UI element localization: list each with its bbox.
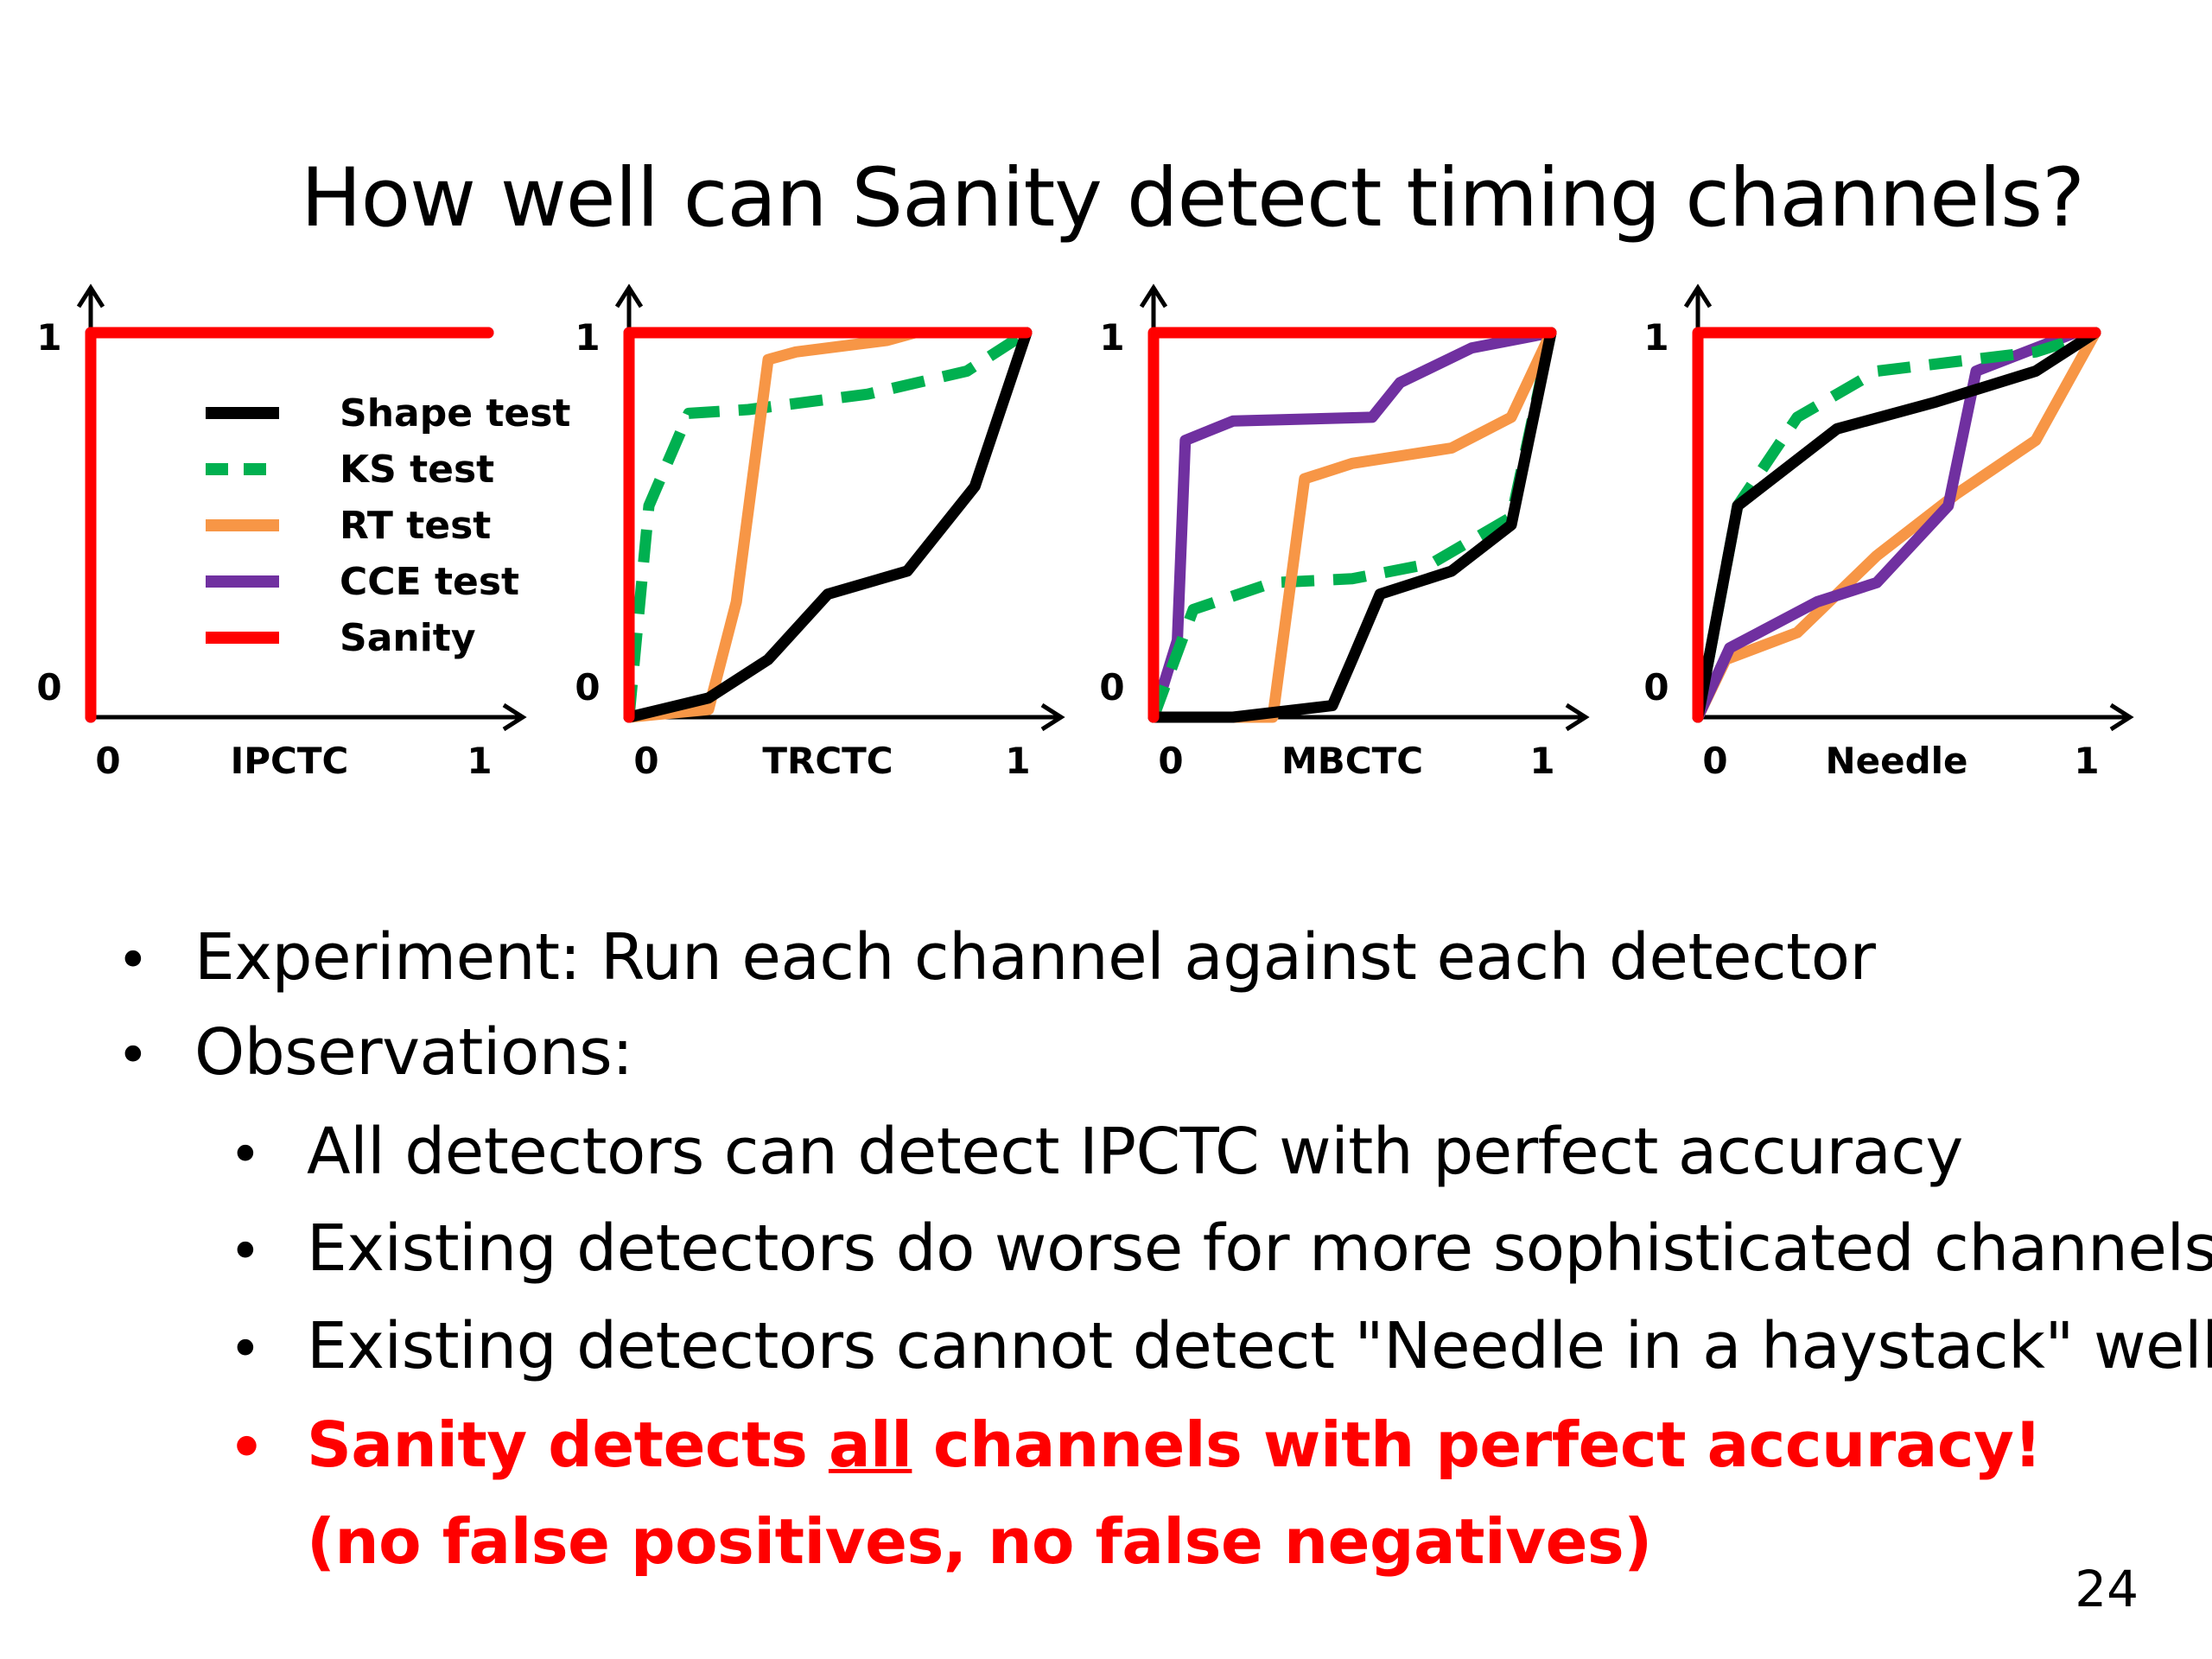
bullet-item: • Experiment: Run each channel against e… — [117, 920, 1876, 995]
y-axis-arrow — [1683, 283, 1713, 308]
series-line-cce-test — [1692, 327, 2082, 723]
series-line-sanity — [85, 327, 494, 723]
series-line-rt-test — [623, 327, 1033, 723]
series-line-cce-test — [623, 327, 1033, 723]
x-axis-label: TRCTC — [762, 740, 893, 782]
bullet-dot: • — [117, 1024, 149, 1088]
bullet-dot: • — [229, 1123, 262, 1187]
y-tick-label: 1 — [36, 316, 61, 359]
x-tick-label: 1 — [2074, 740, 2099, 782]
bullet-text: Experiment: Run each channel against eac… — [194, 920, 1876, 995]
x-tick-label: 1 — [467, 740, 492, 782]
x-axis-arrow — [502, 702, 527, 732]
sub-bullet-item: • Existing detectors do worse for more s… — [229, 1211, 2212, 1286]
y-tick-label: 1 — [1643, 316, 1669, 359]
series-line-sanity — [1147, 327, 1557, 723]
y-tick-label: 0 — [36, 666, 61, 709]
underlined-word: all — [828, 1408, 912, 1481]
bullet-text: Observations: — [194, 1015, 633, 1090]
x-tick-label: 0 — [633, 740, 658, 782]
series-line-sanity — [623, 327, 1033, 723]
x-axis-label: IPCTC — [231, 740, 349, 782]
sub-bullet-item: • Existing detectors cannot detect "Need… — [229, 1309, 2212, 1383]
legend-label: CCE test — [340, 560, 519, 604]
series-line-ks-test — [623, 327, 1030, 718]
slide-title: How well can Sanity detect timing channe… — [300, 151, 2085, 245]
y-tick-label: 1 — [575, 316, 600, 359]
legend-label: Sanity — [340, 616, 476, 660]
bullet-text: Existing detectors do worse for more sop… — [307, 1211, 2212, 1286]
series-line-ks-test — [1147, 331, 1557, 720]
x-axis-label: MBCTC — [1281, 740, 1423, 782]
x-tick-label: 0 — [95, 740, 120, 782]
bullet-dot: • — [117, 929, 149, 993]
y-axis-arrow — [614, 283, 644, 308]
x-axis-arrow — [1565, 702, 1590, 732]
legend-label: Shape test — [340, 391, 570, 435]
bullet-text: All detectors can detect IPCTC with perf… — [307, 1115, 1963, 1189]
series-line-rt-test — [1692, 327, 2101, 723]
y-tick-label: 0 — [575, 666, 600, 709]
x-axis-arrow — [2109, 702, 2134, 732]
legend-label: RT test — [340, 504, 491, 548]
y-tick-label: 1 — [1099, 316, 1124, 359]
y-axis-arrow — [76, 283, 105, 308]
series-line-shape-test — [623, 327, 1033, 723]
highlight-text-2: (no false positives, no false negatives) — [307, 1505, 1652, 1578]
bullet-text: Existing detectors cannot detect "Needle… — [307, 1309, 2212, 1383]
x-tick-label: 1 — [1529, 740, 1554, 782]
legend-label: KS test — [340, 448, 494, 492]
bullet-dot: • — [229, 1220, 262, 1284]
series-line-sanity — [1692, 327, 2101, 723]
x-tick-label: 0 — [1702, 740, 1727, 782]
x-tick-label: 0 — [1158, 740, 1183, 782]
x-tick-label: 1 — [1005, 740, 1030, 782]
x-axis-arrow — [1040, 702, 1065, 732]
sub-bullet-item: • All detectors can detect IPCTC with pe… — [229, 1115, 1963, 1189]
series-line-cce-test — [1147, 327, 1557, 723]
series-line-shape-test — [1147, 327, 1557, 723]
y-tick-label: 0 — [1099, 666, 1124, 709]
bullet-dot: • — [229, 1416, 264, 1480]
bullet-item: • Observations: — [117, 1015, 633, 1090]
highlight-text: Sanity detects all channels with perfect… — [307, 1408, 2042, 1481]
highlight-line-2: (no false positives, no false negatives) — [307, 1505, 1652, 1578]
series-line-shape-test — [1692, 327, 2101, 723]
highlight-bullet: • Sanity detects all channels with perfe… — [229, 1408, 2042, 1481]
y-tick-label: 0 — [1643, 666, 1669, 709]
roc-charts: 0 1 0 1 IPCTC 0 1 0 1 TRCTC 0 1 0 1 MBCTC 0 1 0 1 Needle Sha… — [36, 283, 2134, 782]
y-axis-arrow — [1139, 283, 1168, 308]
bullet-dot: • — [229, 1318, 262, 1382]
series-line-ks-test — [1692, 327, 2097, 719]
x-axis-label: Needle — [1825, 740, 1967, 782]
page-number: 24 — [2075, 1560, 2139, 1618]
